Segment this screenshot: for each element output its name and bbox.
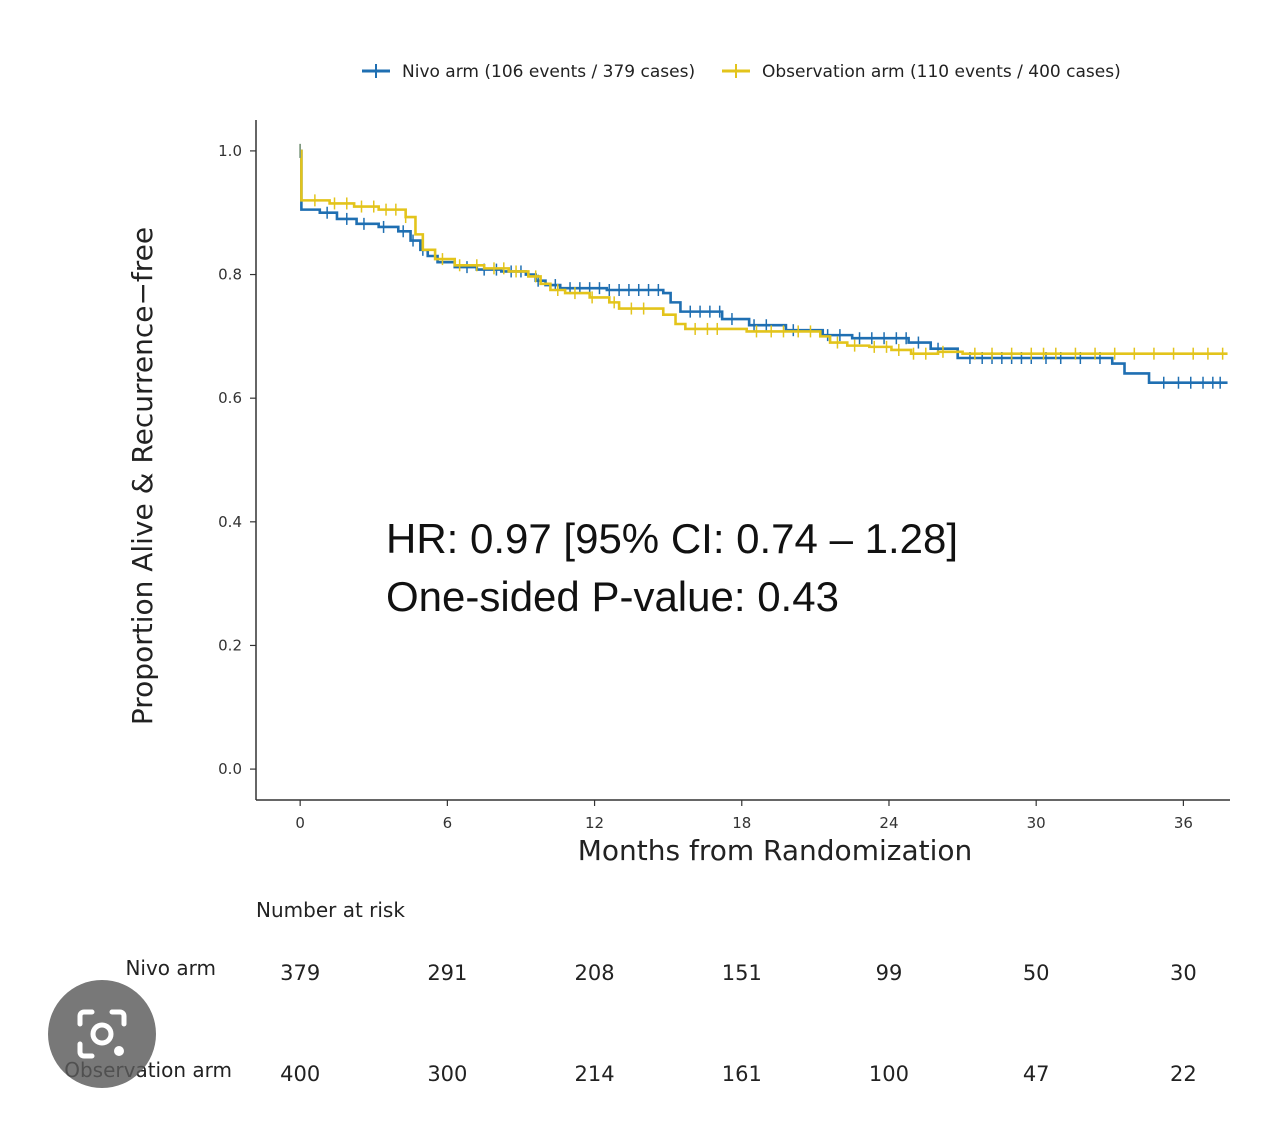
- risk-value: 100: [869, 1062, 909, 1086]
- x-tick-label: 6: [443, 814, 453, 832]
- hazard-ratio-annotation: HR: 0.97 [95% CI: 0.74 – 1.28]: [386, 515, 958, 562]
- risk-value: 99: [876, 961, 903, 985]
- risk-table-title: Number at risk: [256, 898, 405, 922]
- legend-label-nivo: Nivo arm (106 events / 379 cases): [402, 62, 695, 82]
- x-tick-label: 36: [1174, 814, 1193, 832]
- y-tick-label: 0.6: [218, 389, 242, 407]
- risk-value: 30: [1170, 961, 1197, 985]
- risk-row-label-nivo: Nivo arm: [125, 956, 216, 980]
- x-axis-title: Months from Randomization: [578, 834, 973, 867]
- risk-value: 379: [280, 961, 320, 985]
- risk-value: 22: [1170, 1062, 1197, 1086]
- x-tick-label: 18: [732, 814, 751, 832]
- series-nivo: [299, 143, 1228, 389]
- legend-item-observation: Observation arm (110 events / 400 cases): [722, 62, 1121, 82]
- legend: Nivo arm (106 events / 379 cases) Observ…: [362, 62, 1121, 82]
- lens-search-button[interactable]: [48, 980, 156, 1088]
- risk-values: 379 291 208 151 99 50 30 400 300 214 161 100 47 22: [280, 961, 1197, 1086]
- legend-item-nivo: Nivo arm (106 events / 379 cases): [362, 62, 695, 82]
- y-tick-label: 0.8: [218, 266, 242, 284]
- y-tick-label: 1.0: [218, 142, 242, 160]
- series-line: [300, 149, 1228, 385]
- legend-label-observation: Observation arm (110 events / 400 cases): [762, 62, 1121, 82]
- x-tick-label: 30: [1027, 814, 1046, 832]
- camera-lens-icon: [77, 1009, 127, 1059]
- risk-value: 400: [280, 1062, 320, 1086]
- risk-value: 151: [722, 961, 762, 985]
- series-observation: [299, 143, 1228, 360]
- series-line: [300, 149, 1228, 355]
- y-ticks: 0.0 0.2 0.4 0.6 0.8 1.0: [218, 142, 256, 778]
- p-value-annotation: One-sided P-value: 0.43: [386, 573, 839, 620]
- y-tick-label: 0.4: [218, 513, 242, 531]
- x-tick-label: 0: [295, 814, 305, 832]
- y-axis-title: Proportion Alive & Recurrence−free: [126, 227, 159, 725]
- risk-value: 208: [575, 961, 615, 985]
- y-tick-label: 0.0: [218, 760, 242, 778]
- risk-value: 50: [1023, 961, 1050, 985]
- x-ticks: 0 6 12 18 24 30 36: [295, 800, 1193, 832]
- risk-value: 214: [575, 1062, 615, 1086]
- x-tick-label: 12: [585, 814, 604, 832]
- x-tick-label: 24: [879, 814, 898, 832]
- risk-value: 300: [427, 1062, 467, 1086]
- risk-value: 291: [427, 961, 467, 985]
- risk-value: 161: [722, 1062, 762, 1086]
- series-layer: [299, 143, 1228, 389]
- y-tick-label: 0.2: [218, 636, 242, 654]
- risk-value: 47: [1023, 1062, 1050, 1086]
